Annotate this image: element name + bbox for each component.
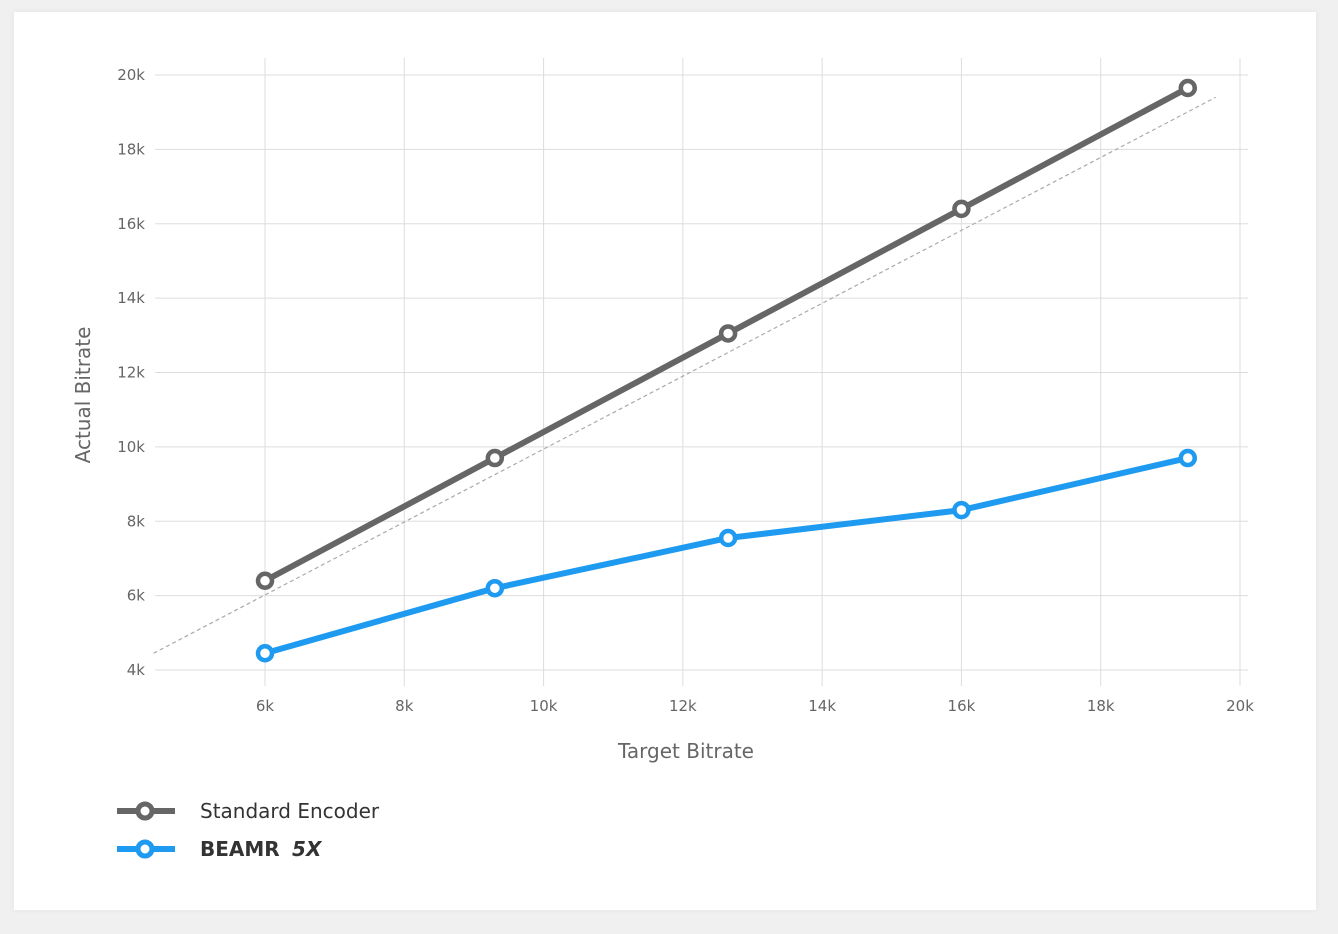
data-point [485,578,505,598]
y-tick-label: 12k [117,364,145,382]
x-tick-label: 20k [1226,697,1254,715]
legend-label-beamr: BEAMR [200,837,280,861]
reference-line [153,96,1216,654]
x-tick-label: 18k [1087,697,1115,715]
legend-marker-beamr-5x [135,839,155,859]
data-point [952,500,971,520]
x-tick-label: 16k [948,697,976,715]
legend-item-beamr-5x: BEAMR 5X [117,837,323,861]
y-tick-label: 4k [127,661,146,679]
legend-label-5x: 5X [292,837,323,861]
y-tick-label: 20k [117,66,145,84]
grid [155,58,1248,686]
data-point [952,199,971,219]
y-axis-title: Actual Bitrate [71,327,95,464]
legend-marker-standard-encoder [135,801,155,821]
y-tick-label: 16k [117,215,145,233]
x-axis-ticks: 6k 8k 10k 12k 14k 16k 18k 20k [256,697,1254,715]
x-tick-label: 10k [530,697,558,715]
y-tick-label: 8k [127,512,146,530]
y-tick-label: 18k [117,140,145,158]
series-line-1 [262,455,1191,657]
y-axis-ticks: 4k 6k 8k 10k 12k 14k 16k 18k 20k [117,66,145,679]
y-tick-label: 14k [117,289,145,307]
legend-item-standard-encoder: Standard Encoder [117,799,380,823]
chart-card [14,12,1316,910]
data-point [1178,78,1198,98]
x-tick-label: 12k [669,697,697,715]
data-point [718,528,738,548]
data-point [255,571,275,590]
data-point [718,324,738,343]
y-tick-label: 10k [117,438,145,456]
x-tick-label: 8k [395,697,414,715]
data-point [485,448,505,468]
data-point [1178,448,1198,468]
legend-label-standard-encoder: Standard Encoder [200,799,380,823]
legend-label-beamr-5x: BEAMR 5X [200,837,323,861]
series-layer [255,78,1198,663]
legend: Standard Encoder BEAMR 5X [117,799,380,861]
x-tick-label: 14k [808,697,836,715]
x-axis-title: Target Bitrate [617,739,754,763]
y-tick-label: 6k [127,587,146,605]
x-tick-label: 6k [256,697,275,715]
data-point [255,644,275,663]
